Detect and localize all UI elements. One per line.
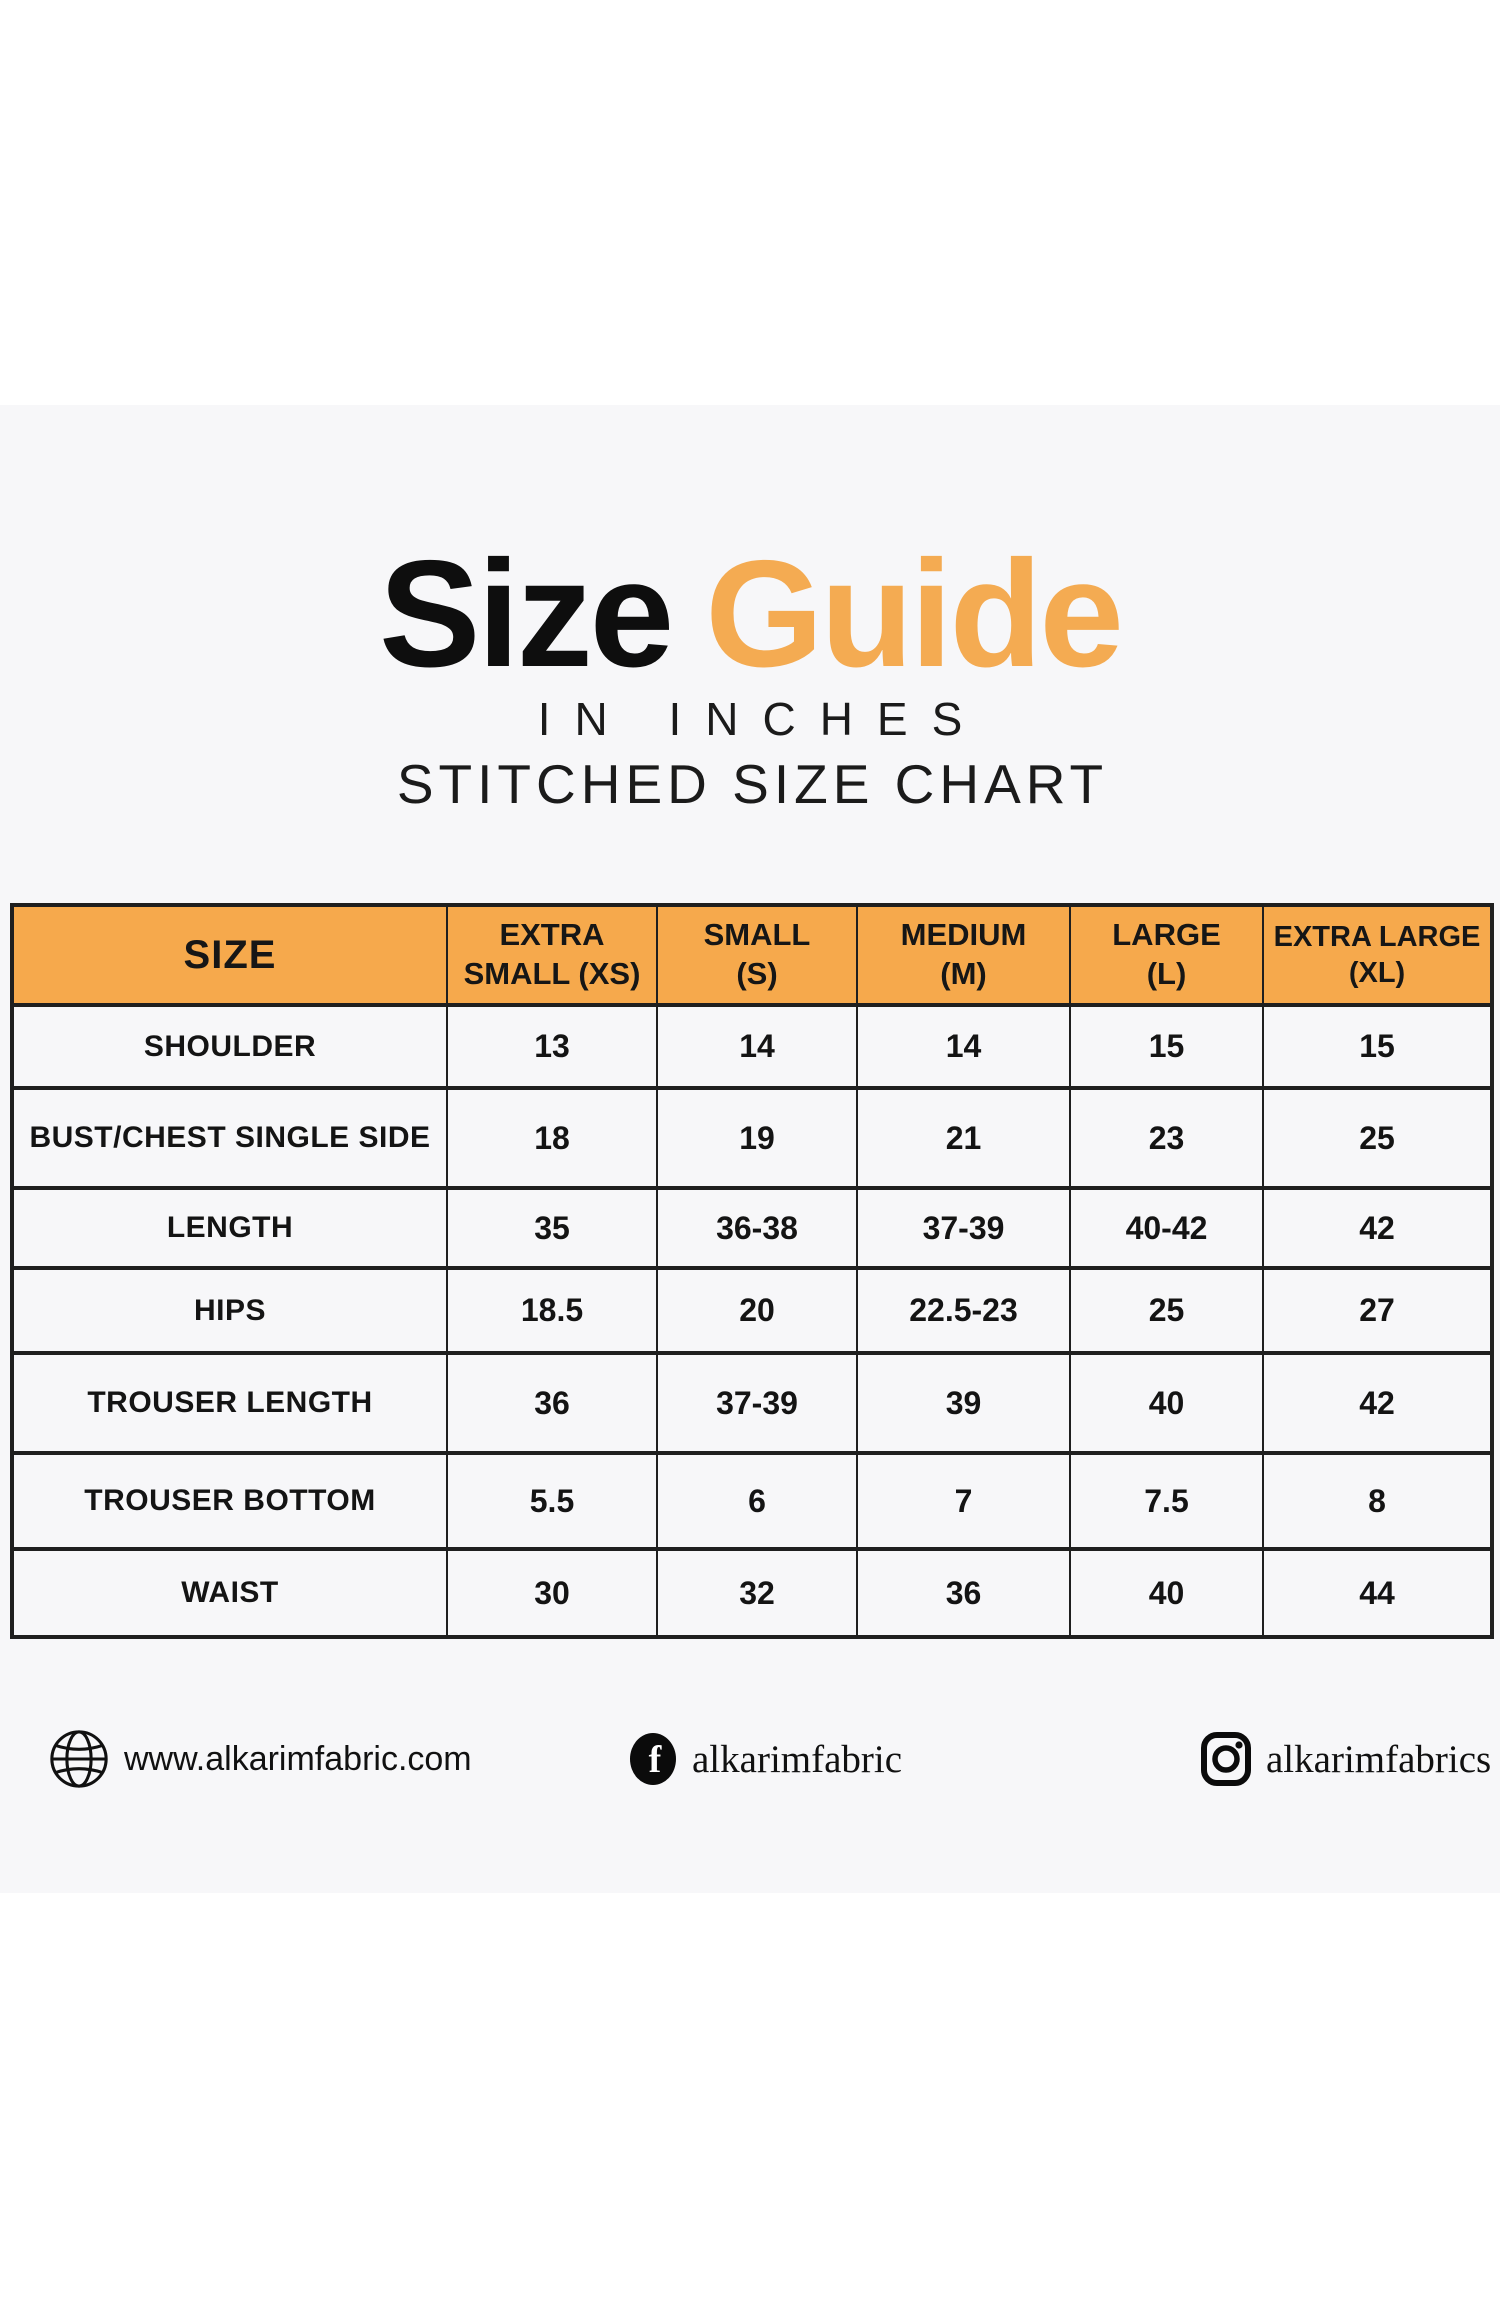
cell-waist-l: 40 — [1069, 1547, 1264, 1639]
cell-bust-s: 19 — [656, 1086, 858, 1190]
cell-bust-l: 23 — [1069, 1086, 1264, 1190]
cell-trouser-bottom-s: 6 — [656, 1451, 858, 1551]
cell-trouser-bottom-m: 7 — [856, 1451, 1071, 1551]
row-label-bust-chest: BUST/CHEST SINGLE SIDE — [11, 1086, 448, 1190]
cell-trouser-length-m: 39 — [856, 1351, 1071, 1455]
facebook-icon: f — [628, 1731, 678, 1787]
cell-waist-xs: 30 — [446, 1547, 658, 1639]
cell-trouser-bottom-xl: 8 — [1262, 1451, 1493, 1551]
footer-instagram: alkarimfabrics — [1200, 1726, 1491, 1792]
table-row-trouser-bottom: TROUSER BOTTOM 5.5 6 7 7.5 8 — [11, 1451, 1493, 1551]
cell-shoulder-l: 15 — [1069, 1003, 1264, 1090]
website-url: www.alkarimfabric.com — [124, 1739, 472, 1778]
cell-length-xl: 42 — [1262, 1186, 1493, 1270]
page-title-guide: Guide — [705, 529, 1124, 699]
column-header-extra-large: EXTRA LARGE (XL) — [1262, 903, 1493, 1007]
cell-bust-m: 21 — [856, 1086, 1071, 1190]
column-header-size: SIZE — [11, 903, 448, 1007]
column-header-medium: MEDIUM (M) — [856, 903, 1071, 1007]
cell-trouser-bottom-xs: 5.5 — [446, 1451, 658, 1551]
table-row-hips: HIPS 18.5 20 22.5-23 25 27 — [11, 1266, 1493, 1355]
table-header-row: SIZE EXTRA SMALL (XS) SMALL (S) MEDIUM (… — [11, 903, 1493, 1007]
cell-bust-xs: 18 — [446, 1086, 658, 1190]
column-header-extra-small: EXTRA SMALL (XS) — [446, 903, 658, 1007]
cell-shoulder-s: 14 — [656, 1003, 858, 1090]
cell-shoulder-xs: 13 — [446, 1003, 658, 1090]
instagram-handle: alkarimfabrics — [1266, 1737, 1492, 1781]
page-title: Size Guide — [0, 538, 1500, 690]
cell-hips-xs: 18.5 — [446, 1266, 658, 1355]
cell-length-l: 40-42 — [1069, 1186, 1264, 1270]
cell-hips-xl: 27 — [1262, 1266, 1493, 1355]
cell-trouser-length-xl: 42 — [1262, 1351, 1493, 1455]
cell-hips-s: 20 — [656, 1266, 858, 1355]
cell-trouser-bottom-l: 7.5 — [1069, 1451, 1264, 1551]
row-label-trouser-bottom: TROUSER BOTTOM — [11, 1451, 448, 1551]
table-row-length: LENGTH 35 36-38 37-39 40-42 42 — [11, 1186, 1493, 1270]
cell-trouser-length-xs: 36 — [446, 1351, 658, 1455]
globe-icon — [48, 1728, 110, 1790]
page-title-size: Size — [379, 529, 674, 699]
cell-length-xs: 35 — [446, 1186, 658, 1270]
table-row-trouser-length: TROUSER LENGTH 36 37-39 39 40 42 — [11, 1351, 1493, 1455]
cell-waist-xl: 44 — [1262, 1547, 1493, 1639]
cell-hips-m: 22.5-23 — [856, 1266, 1071, 1355]
row-label-hips: HIPS — [11, 1266, 448, 1355]
cell-length-s: 36-38 — [656, 1186, 858, 1270]
row-label-length: LENGTH — [11, 1186, 448, 1270]
column-header-large: LARGE (L) — [1069, 903, 1264, 1007]
subtitle-units: IN INCHES — [537, 693, 987, 745]
cell-hips-l: 25 — [1069, 1266, 1264, 1355]
size-chart-table: SIZE EXTRA SMALL (XS) SMALL (S) MEDIUM (… — [10, 903, 1494, 1639]
instagram-icon — [1200, 1730, 1252, 1788]
cell-bust-xl: 25 — [1262, 1086, 1493, 1190]
column-header-small: SMALL (S) — [656, 903, 858, 1007]
cell-shoulder-xl: 15 — [1262, 1003, 1493, 1090]
cell-trouser-length-l: 40 — [1069, 1351, 1264, 1455]
cell-waist-s: 32 — [656, 1547, 858, 1639]
footer-facebook: f alkarimfabric — [628, 1726, 902, 1792]
row-label-shoulder: SHOULDER — [11, 1003, 448, 1090]
row-label-waist: WAIST — [11, 1547, 448, 1639]
cell-length-m: 37-39 — [856, 1186, 1071, 1270]
footer-website: www.alkarimfabric.com — [48, 1726, 472, 1792]
table-row-shoulder: SHOULDER 13 14 14 15 15 — [11, 1003, 1493, 1090]
svg-text:f: f — [649, 1739, 663, 1781]
row-label-trouser-length: TROUSER LENGTH — [11, 1351, 448, 1455]
facebook-handle: alkarimfabric — [692, 1737, 903, 1781]
table-row-bust-chest: BUST/CHEST SINGLE SIDE 18 19 21 23 25 — [11, 1086, 1493, 1190]
cell-shoulder-m: 14 — [856, 1003, 1071, 1090]
cell-waist-m: 36 — [856, 1547, 1071, 1639]
table-row-waist: WAIST 30 32 36 40 44 — [11, 1547, 1493, 1639]
subtitle-chart-type: STITCHED SIZE CHART — [396, 753, 1109, 815]
cell-trouser-length-s: 37-39 — [656, 1351, 858, 1455]
